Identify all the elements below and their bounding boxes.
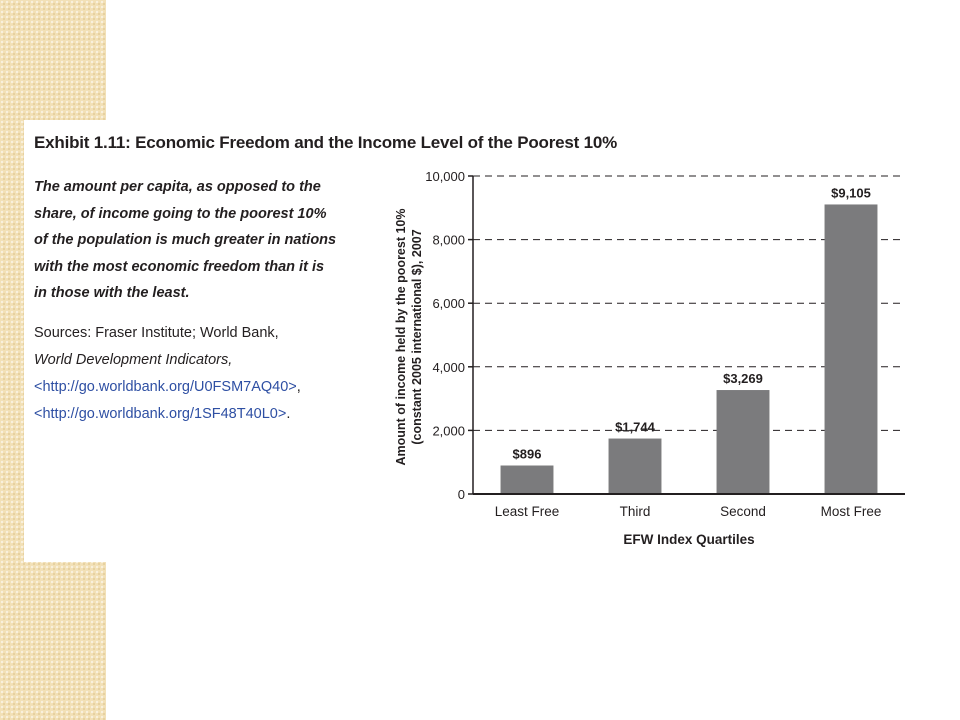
sources-line: Sources: Fraser Institute; World Bank,	[34, 325, 279, 341]
y-tick-label: 0	[458, 487, 465, 502]
y-tick-label: 10,000	[425, 169, 465, 184]
y-tick-label: 4,000	[432, 360, 465, 375]
caption-line: share, of income going to the poorest 10…	[34, 205, 327, 222]
y-tick-labels: 0 2,000 4,000 6,000 8,000 10,000	[425, 169, 473, 502]
source-link-1-suffix: ,	[296, 379, 301, 395]
caption-line: in those with the least.	[34, 285, 190, 301]
source-link-1[interactable]: <http://go.worldbank.org/U0FSM7AQ40>	[34, 379, 297, 395]
y-tick-label: 8,000	[432, 233, 465, 248]
data-label: $3,269	[723, 371, 763, 386]
figure-panel	[24, 120, 924, 562]
y-tick-label: 6,000	[432, 296, 465, 311]
x-tick-label: Second	[720, 504, 766, 519]
bar	[608, 438, 662, 494]
y-axis-title-line: (constant 2005 international $), 2007	[410, 229, 424, 444]
x-tick-label: Third	[620, 504, 651, 519]
source-link-2[interactable]: <http://go.worldbank.org/1SF48T40L0>	[34, 406, 287, 422]
bar-chart: 0 2,000 4,000 6,000 8,000 10,000 Least Free Th…	[394, 169, 905, 547]
caption: The amount per capita, as opposed to the…	[34, 174, 337, 307]
exhibit-title: Exhibit 1.11: Economic Freedom and the I…	[34, 133, 618, 152]
sources-publication: World Development Indicators,	[34, 352, 233, 368]
data-label: $1,744	[615, 420, 656, 435]
x-tick-label: Most Free	[821, 504, 882, 519]
data-label: $9,105	[831, 185, 871, 200]
y-axis-title: Amount of income held by the poorest 10%…	[394, 209, 424, 466]
y-tick-label: 2,000	[432, 423, 465, 438]
x-axis-title: EFW Index Quartiles	[623, 532, 754, 547]
caption-line: with the most economic freedom than it i…	[34, 258, 325, 275]
sources-url-line-1: <http://go.worldbank.org/U0FSM7AQ40>,	[34, 374, 354, 401]
bar	[716, 390, 770, 494]
sources-url-line-2: <http://go.worldbank.org/1SF48T40L0>.	[34, 401, 354, 428]
caption-line: of the population is much greater in nat…	[34, 232, 337, 248]
chart-bars	[500, 204, 878, 494]
data-labels: $896 $1,744 $3,269 $9,105	[513, 185, 871, 461]
x-tick-label: Least Free	[495, 504, 560, 519]
chart-axes	[472, 176, 905, 495]
bar	[824, 204, 878, 494]
source-link-2-suffix: .	[286, 406, 291, 422]
data-label: $896	[513, 447, 542, 462]
caption-line: The amount per capita, as opposed to the	[34, 179, 321, 195]
x-tick-labels: Least Free Third Second Most Free	[495, 504, 882, 519]
sources-block: Sources: Fraser Institute; World Bank, W…	[34, 320, 354, 428]
y-axis-title-line: Amount of income held by the poorest 10%	[394, 209, 408, 466]
bar	[500, 465, 554, 494]
